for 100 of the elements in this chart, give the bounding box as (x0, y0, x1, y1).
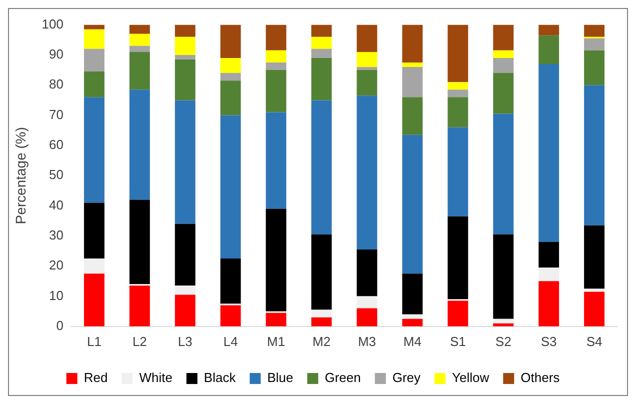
bar (356, 67, 378, 70)
legend-label: Yellow (452, 370, 490, 386)
bar (402, 314, 423, 319)
y-tick-label: 60 (49, 137, 64, 152)
bar (311, 234, 332, 310)
bar (311, 58, 332, 100)
bar (356, 308, 378, 326)
bar (220, 258, 241, 304)
legend-label: Blue (267, 370, 294, 386)
bar (266, 112, 286, 209)
bar (220, 115, 241, 259)
bar (402, 62, 423, 68)
bar (538, 24, 560, 36)
bar (84, 72, 104, 98)
x-tick-label: S4 (586, 334, 602, 349)
y-tick-label: 90 (49, 46, 64, 62)
bar (356, 70, 378, 96)
bar (129, 200, 150, 284)
bar (84, 29, 104, 49)
bar (84, 202, 104, 259)
bar (448, 82, 468, 90)
bar (356, 24, 378, 52)
bar (220, 80, 241, 116)
x-tick-label: M2 (312, 334, 331, 349)
bar (493, 24, 514, 50)
bar (402, 274, 423, 314)
bar (174, 54, 196, 60)
x-tick-label: M3 (358, 334, 376, 349)
bar (266, 62, 286, 70)
bar (584, 225, 604, 289)
bar (220, 24, 241, 58)
bar (174, 224, 196, 286)
bar (174, 286, 196, 295)
bar (493, 318, 514, 324)
y-tick-label: 100 (42, 16, 64, 32)
bar (174, 24, 196, 37)
bar (129, 90, 150, 200)
bar (84, 24, 104, 30)
legend-label: Green (324, 370, 361, 386)
bar (402, 318, 423, 326)
bar (493, 58, 514, 74)
bar (129, 46, 150, 52)
bar (584, 292, 604, 326)
x-tick-label: S2 (495, 334, 512, 349)
bar (584, 288, 604, 292)
bar (538, 64, 560, 242)
bar (584, 85, 604, 226)
bar (174, 59, 196, 100)
y-tick-label: 40 (49, 197, 64, 212)
bar (448, 90, 468, 98)
bar (538, 268, 560, 282)
x-tick-label: S1 (450, 334, 466, 349)
bar (493, 50, 514, 58)
bar (266, 312, 286, 326)
y-tick-label: 70 (49, 106, 64, 122)
bar (402, 134, 423, 274)
bar (538, 281, 560, 326)
bar (311, 317, 332, 326)
bar (266, 208, 286, 312)
y-tick-label: 80 (49, 76, 64, 92)
y-tick-label: 20 (49, 258, 64, 273)
bar (448, 300, 468, 326)
bar (493, 73, 514, 114)
bar (311, 100, 332, 234)
x-tick-label: L2 (132, 334, 147, 349)
bar (448, 24, 468, 82)
bar (311, 36, 332, 49)
bar (402, 67, 423, 98)
x-tick-label: S3 (540, 334, 557, 349)
bar (356, 296, 378, 308)
x-tick-label: L3 (178, 334, 192, 349)
bar (448, 97, 468, 128)
x-tick-label: M1 (267, 334, 286, 349)
bar (220, 305, 241, 326)
y-axis-title: Percentage (%) (12, 126, 28, 224)
bar (129, 34, 150, 46)
bar (220, 58, 241, 74)
bar (402, 24, 423, 62)
bar (220, 73, 241, 81)
bar (84, 258, 104, 274)
bar (356, 96, 378, 250)
bar (84, 48, 104, 72)
bar (356, 52, 378, 68)
legend-label: Red (84, 370, 108, 386)
bar (84, 274, 104, 326)
bar (266, 50, 286, 62)
bar (402, 97, 423, 135)
bar (129, 52, 150, 90)
y-tick-label: 10 (49, 288, 64, 303)
bar (493, 114, 514, 234)
bar (174, 294, 196, 326)
bar (448, 216, 468, 300)
legend-label: Grey (392, 370, 422, 386)
bar (174, 36, 196, 55)
bar (584, 24, 604, 37)
x-tick-label: L1 (86, 334, 102, 349)
bar (493, 234, 514, 319)
bar (356, 249, 378, 296)
bar (538, 35, 560, 64)
legend-label: Black (204, 370, 236, 386)
